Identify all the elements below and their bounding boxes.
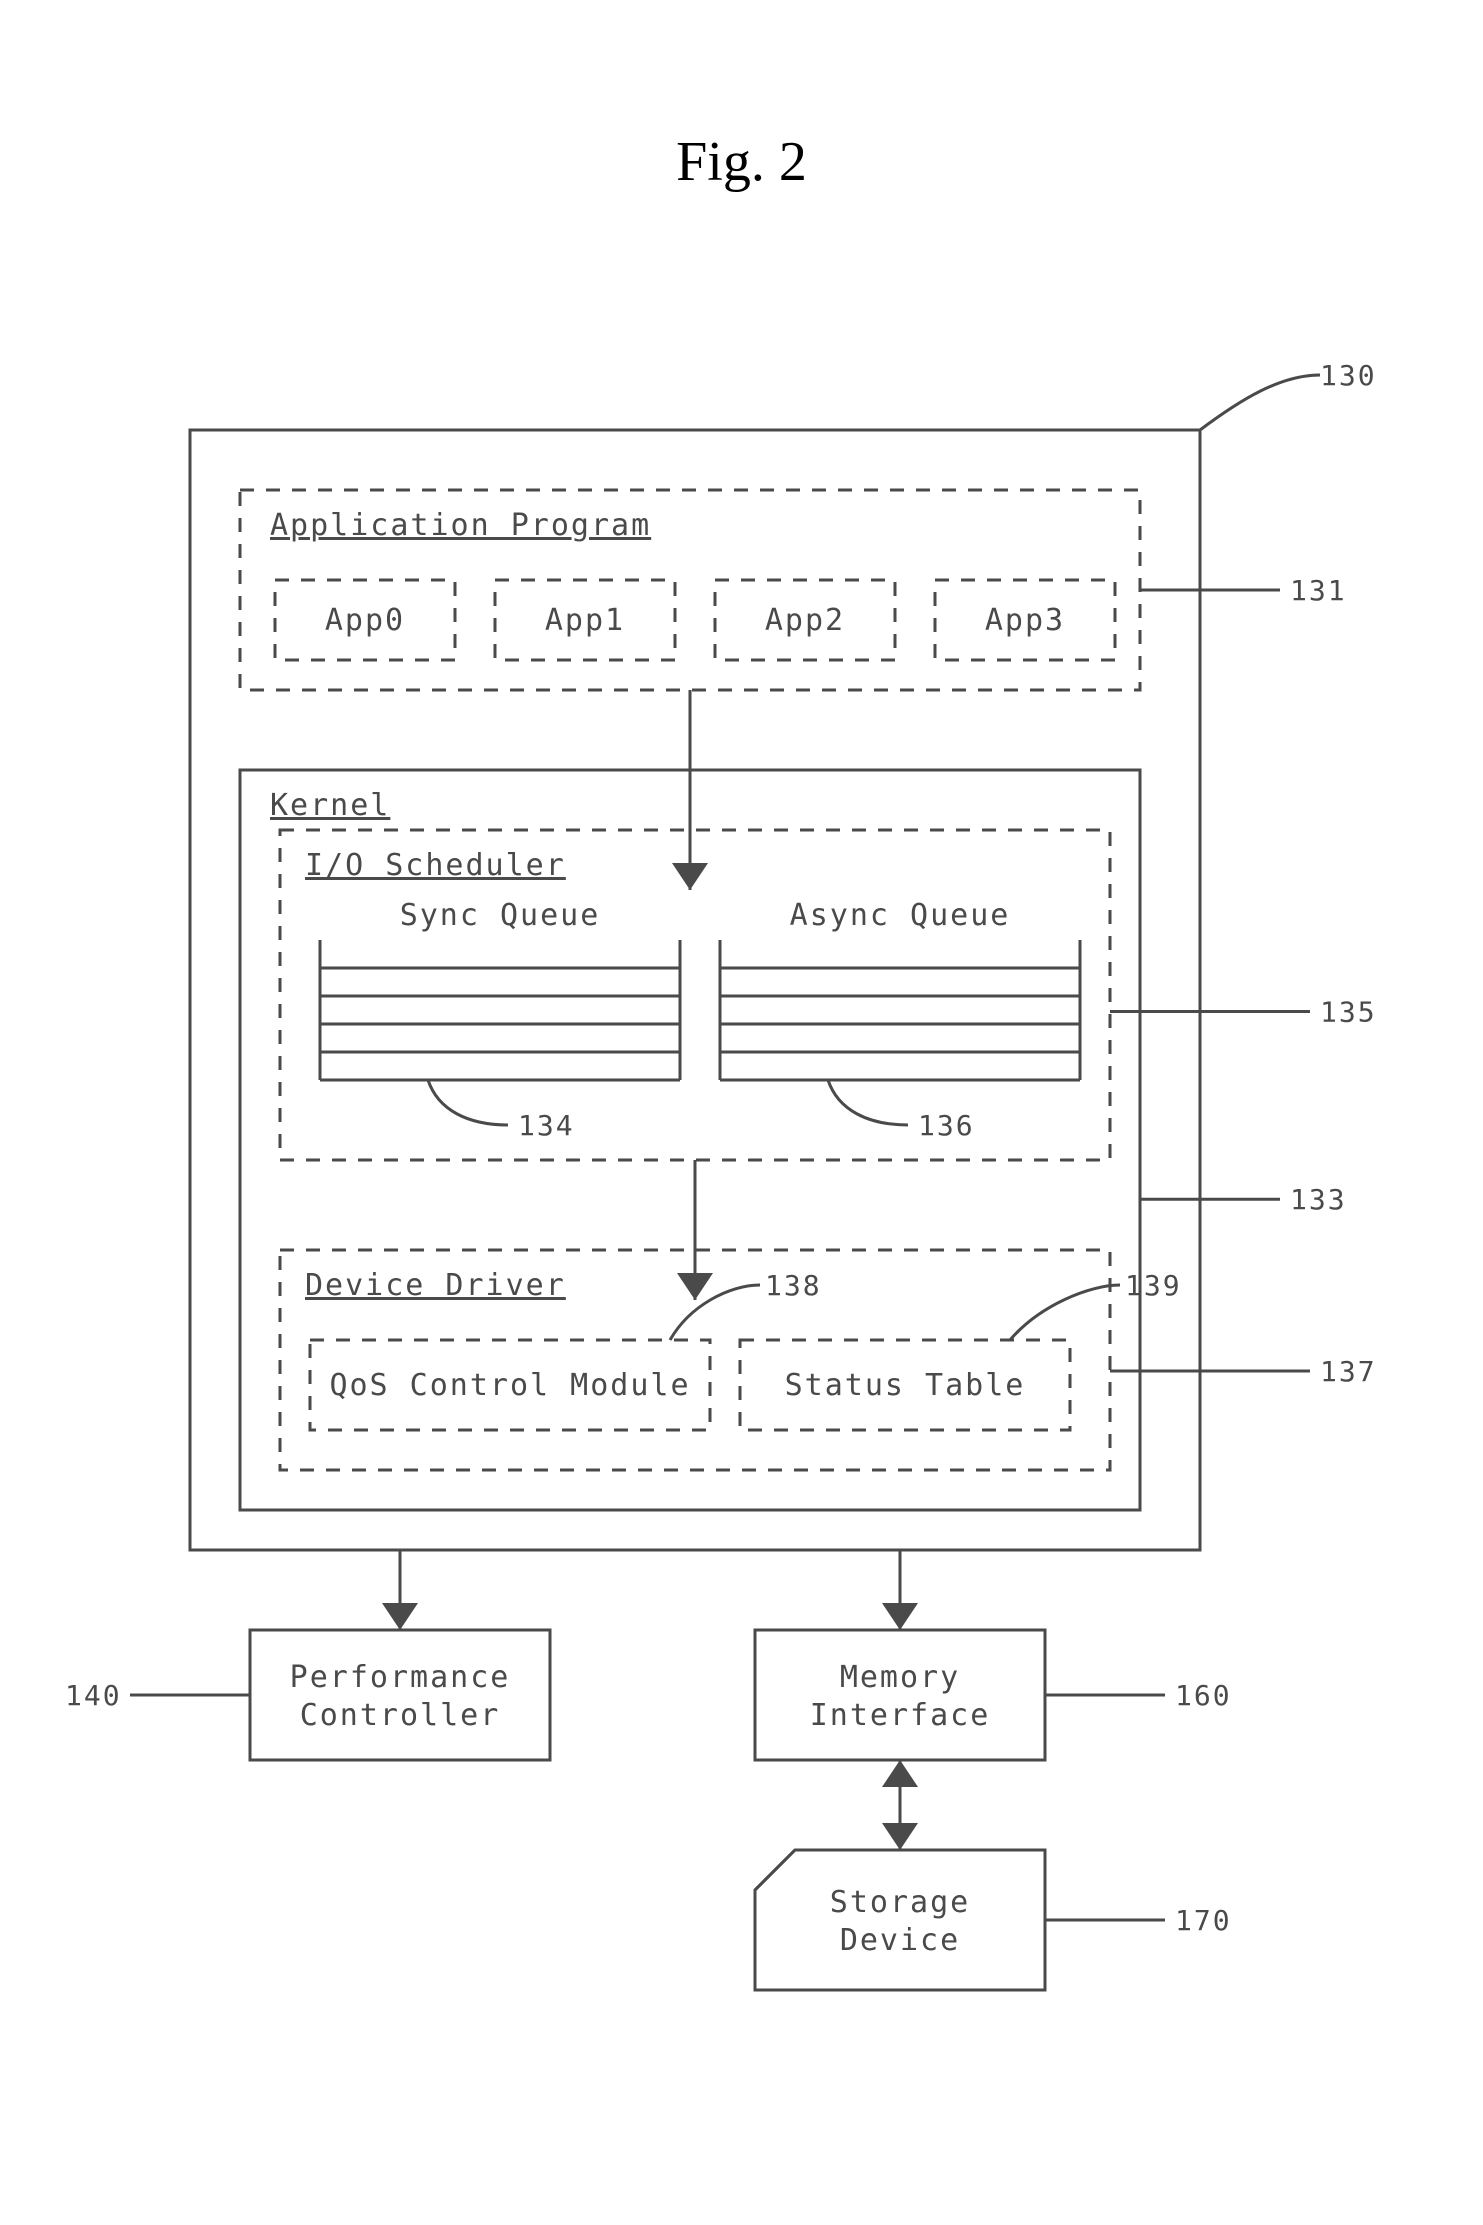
memory-interface-line2: Interface bbox=[810, 1698, 991, 1733]
application-program-title: Application Program bbox=[270, 508, 651, 543]
figure-title: Fig. 2 bbox=[676, 131, 807, 193]
refnum-136: 136 bbox=[918, 1109, 975, 1142]
io-scheduler-title: I/O Scheduler bbox=[305, 848, 566, 883]
refnum-133: 133 bbox=[1290, 1183, 1347, 1216]
refnum-134: 134 bbox=[518, 1109, 575, 1142]
app-label-2: App2 bbox=[765, 603, 845, 638]
memory-interface-line1: Memory bbox=[840, 1660, 960, 1695]
status-table-label: Status Table bbox=[785, 1368, 1026, 1403]
storage-device-line1: Storage bbox=[830, 1885, 970, 1920]
performance-controller-line1: Performance bbox=[290, 1660, 511, 1695]
refnum-139: 139 bbox=[1125, 1269, 1182, 1302]
refnum-160: 160 bbox=[1175, 1679, 1232, 1712]
app-label-0: App0 bbox=[325, 603, 405, 638]
refnum-130: 130 bbox=[1320, 359, 1377, 392]
device-driver-title: Device Driver bbox=[305, 1268, 566, 1303]
refnum-135: 135 bbox=[1320, 996, 1377, 1029]
performance-controller-box bbox=[250, 1630, 550, 1760]
async-queue-title: Async Queue bbox=[790, 898, 1011, 933]
app-label-1: App1 bbox=[545, 603, 625, 638]
qos-module-label: QoS Control Module bbox=[329, 1368, 690, 1403]
kernel-title: Kernel bbox=[270, 788, 390, 823]
refnum-170: 170 bbox=[1175, 1904, 1232, 1937]
refnum-131: 131 bbox=[1290, 574, 1347, 607]
sync-queue-title: Sync Queue bbox=[400, 898, 601, 933]
memory-interface-box bbox=[755, 1630, 1045, 1760]
refnum-140: 140 bbox=[65, 1679, 122, 1712]
refnum-137: 137 bbox=[1320, 1355, 1377, 1388]
storage-device-box bbox=[755, 1850, 1045, 1990]
refnum-138: 138 bbox=[765, 1269, 822, 1302]
storage-device-line2: Device bbox=[840, 1923, 960, 1958]
performance-controller-line2: Controller bbox=[300, 1698, 501, 1733]
app-label-3: App3 bbox=[985, 603, 1065, 638]
